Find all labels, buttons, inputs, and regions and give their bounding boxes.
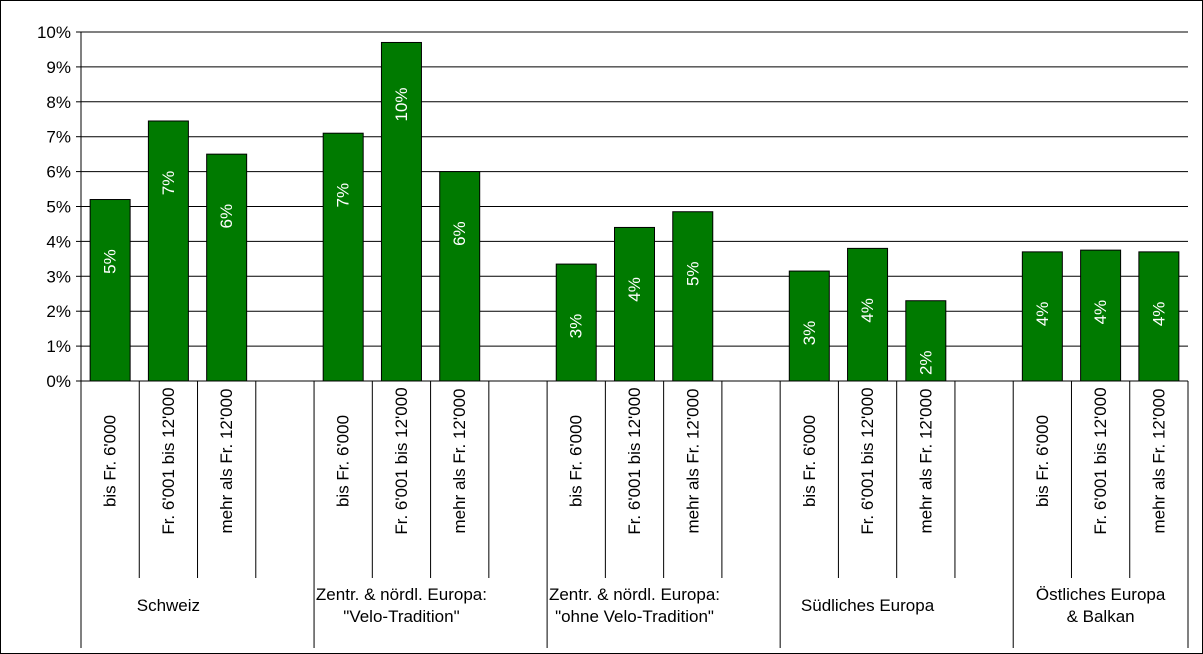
category-label: Fr. 6'001 bis 12'000 [1091,387,1110,534]
y-tick-label: 3% [46,267,71,286]
bar [614,226,655,382]
data-label: 6% [217,204,236,229]
category-label: mehr als Fr. 12'000 [1149,389,1168,534]
category-label: Fr. 6'001 bis 12'000 [392,387,411,534]
group-label: Südliches Europa [801,596,935,615]
bar [322,132,364,382]
group-label: Zentr. & nördl. Europa: [549,585,720,604]
y-tick-label: 6% [46,163,71,182]
category-label: Fr. 6'001 bis 12'000 [625,387,644,534]
bar [1021,251,1063,382]
y-tick-label: 8% [46,93,71,112]
y-tick-label: 7% [46,128,71,147]
bar [788,270,830,382]
group-label: Schweiz [137,596,200,615]
data-label: 4% [858,298,877,323]
group-label: Östliches Europa [1036,585,1166,604]
bar [147,120,189,382]
category-label: bis Fr. 6'000 [101,415,120,507]
bar [847,247,889,382]
y-tick-label: 2% [46,302,71,321]
bar [89,199,131,382]
category-label: mehr als Fr. 12'000 [450,389,469,534]
data-label: 3% [567,314,586,339]
category-label: Fr. 6'001 bis 12'000 [159,387,178,534]
group-label: & Balkan [1067,607,1135,626]
category-label: mehr als Fr. 12'000 [683,389,702,534]
data-label: 3% [800,321,819,346]
bar [672,211,714,382]
group-label: "ohne Velo-Tradition" [555,607,714,626]
category-label: bis Fr. 6'000 [567,415,586,507]
y-tick-label: 0% [46,372,71,391]
data-label: 4% [1149,302,1168,327]
category-label: bis Fr. 6'000 [1033,415,1052,507]
bar [555,263,597,382]
data-label: 4% [1033,302,1052,327]
group-label: Zentr. & nördl. Europa: [316,585,487,604]
bar [1080,249,1122,382]
category-label: mehr als Fr. 12'000 [217,389,236,534]
bar [1138,251,1180,382]
data-label: 4% [625,277,644,302]
data-label: 10% [392,87,411,121]
y-tick-label: 10% [37,23,71,42]
y-tick-label: 9% [46,58,71,77]
category-label: bis Fr. 6'000 [800,415,819,507]
category-label: mehr als Fr. 12'000 [916,389,935,534]
data-label: 7% [334,183,353,208]
bar [206,153,248,382]
y-tick-label: 1% [46,337,71,356]
bar [905,300,947,382]
data-label: 5% [683,261,702,286]
data-label: 2% [916,350,935,375]
bar [380,41,422,382]
data-label: 6% [450,221,469,246]
category-label: bis Fr. 6'000 [334,415,353,507]
data-label: 4% [1091,300,1110,325]
data-label: 7% [159,171,178,196]
y-tick-label: 5% [46,198,71,217]
group-label: "Velo-Tradition" [343,607,459,626]
category-label: Fr. 6'001 bis 12'000 [858,387,877,534]
y-tick-label: 4% [46,232,71,251]
bar [439,171,481,382]
data-label: 5% [101,249,120,274]
